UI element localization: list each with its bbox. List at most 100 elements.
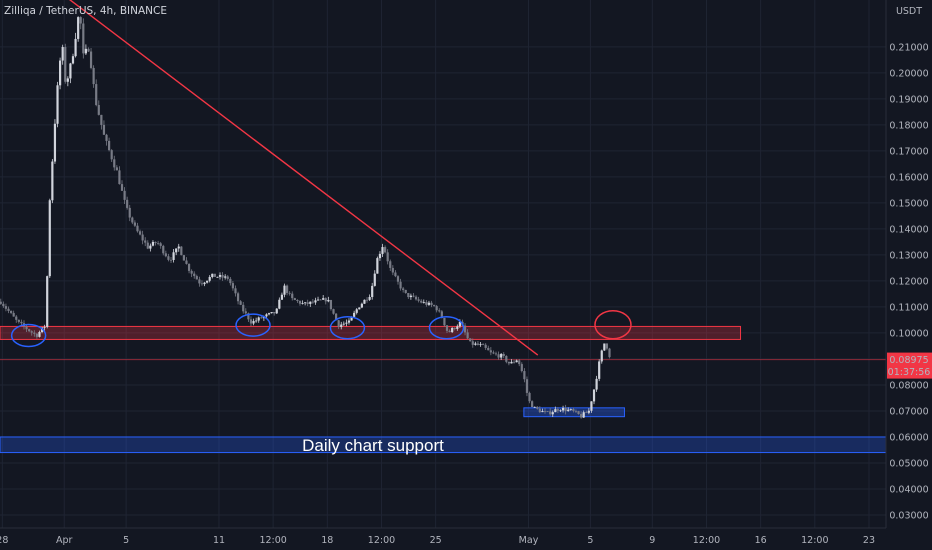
- candle-body: [25, 326, 28, 330]
- candle-body: [200, 283, 204, 285]
- candle-body: [265, 314, 268, 317]
- price-axis-bg: [886, 0, 932, 550]
- candle-body: [154, 241, 157, 244]
- time-tick-label: 5: [123, 535, 129, 546]
- time-tick-label: 18: [321, 535, 333, 546]
- candle-body: [252, 320, 255, 324]
- candle-body: [275, 308, 278, 314]
- price-tick-label: 0.15000: [889, 198, 928, 209]
- candle-body: [316, 299, 320, 301]
- candle-body: [20, 321, 23, 324]
- candle-body: [482, 344, 485, 346]
- candle-body: [574, 410, 578, 412]
- candle-body: [363, 299, 366, 304]
- candle-body: [244, 311, 247, 314]
- candle-body: [549, 411, 552, 415]
- candle-body: [278, 299, 281, 309]
- candle-body: [373, 273, 376, 286]
- candle-body: [567, 409, 570, 412]
- candle-body: [417, 299, 420, 301]
- candle-body: [43, 326, 46, 328]
- candle-body: [0, 301, 2, 304]
- candle-body: [58, 60, 62, 86]
- candle-body: [123, 190, 126, 200]
- candle-body: [133, 222, 136, 226]
- candle-body: [479, 344, 482, 346]
- descending-trendline: [69, 0, 539, 356]
- candle-body: [260, 317, 263, 319]
- candle-body: [440, 311, 443, 318]
- candle-body: [448, 330, 451, 333]
- candle-body: [110, 150, 113, 160]
- candle-body: [56, 85, 59, 124]
- time-tick-label: 28: [0, 535, 8, 546]
- candle-body: [603, 343, 606, 351]
- candle-body: [469, 338, 472, 342]
- candle-body: [538, 408, 541, 413]
- candle-body: [554, 409, 557, 413]
- candle-body: [136, 225, 139, 232]
- candle-body: [420, 300, 423, 303]
- candle-body: [231, 283, 235, 289]
- candle-body: [500, 354, 503, 358]
- candle-body: [561, 407, 565, 411]
- candle-body: [249, 319, 253, 324]
- local-support-zone: [523, 407, 625, 418]
- candle-body: [182, 255, 186, 261]
- candle-body: [12, 312, 15, 317]
- candle-body: [327, 299, 330, 302]
- time-axis[interactable]: 28 Apr 5 11 12:00 18 12:00 25 May 5 9 12:00 16 12:00 2…: [0, 527, 932, 550]
- candle-body: [257, 317, 260, 321]
- candle-body: [463, 325, 467, 333]
- candle-body: [322, 298, 325, 300]
- candle-body: [198, 279, 201, 284]
- time-tick-label: Apr: [56, 535, 73, 546]
- candle-body: [592, 389, 596, 402]
- candle-body: [559, 410, 562, 412]
- support-touch-circle: [428, 315, 465, 340]
- candle-body: [569, 409, 572, 410]
- candle-body: [608, 348, 611, 358]
- candle-body: [505, 355, 508, 362]
- candle-body: [389, 261, 392, 268]
- candle-body: [51, 161, 54, 201]
- candle-body: [404, 289, 407, 293]
- candle-body: [507, 361, 511, 364]
- candle-body: [105, 134, 108, 141]
- candle-body: [138, 231, 142, 235]
- time-axis-bg: [0, 528, 932, 550]
- candle-body: [224, 276, 227, 278]
- candle-body: [360, 303, 363, 308]
- candle-body: [115, 167, 118, 171]
- candle-body: [113, 159, 116, 168]
- candle-body: [484, 344, 487, 348]
- candle-body: [518, 360, 521, 365]
- candle-body: [53, 123, 57, 162]
- candle-body: [221, 274, 224, 278]
- candle-body: [128, 207, 131, 218]
- time-tick-label: 11: [213, 535, 225, 546]
- price-tick-label: 0.14000: [889, 224, 928, 235]
- candle-body: [30, 331, 33, 333]
- candle-body: [131, 217, 134, 223]
- candle-body: [190, 270, 193, 274]
- countdown-label: 01:37:56: [888, 367, 931, 378]
- candle-body: [355, 309, 358, 313]
- last-price-badge: [887, 352, 932, 379]
- candle-body: [46, 276, 49, 327]
- chart-title: Zilliqa / TetherUS, 4h, BINANCE: [4, 5, 168, 17]
- candle-body: [350, 316, 353, 321]
- candle-body: [543, 411, 547, 412]
- candle-body: [208, 276, 211, 281]
- candle-body: [600, 350, 603, 362]
- candle-body: [175, 248, 178, 253]
- candle-body: [394, 272, 397, 277]
- candle-body: [476, 343, 480, 345]
- candle-body: [319, 299, 322, 301]
- price-axis[interactable]: USDT 0.03000 0.04000 0.05000 0.06000 0.07000 0…: [885, 0, 932, 550]
- candle-body: [270, 312, 273, 314]
- candle-body: [242, 304, 245, 312]
- candle-body: [585, 412, 588, 414]
- candle-body: [590, 401, 593, 411]
